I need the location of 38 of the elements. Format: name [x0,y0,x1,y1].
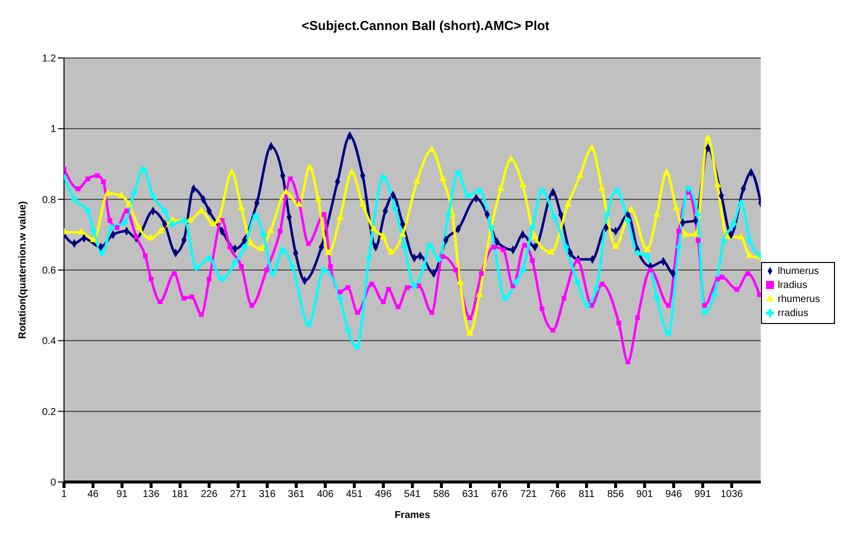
x-tick-label: 946 [665,489,682,500]
x-tick-label: 901 [636,489,654,500]
x-tick-label: 991 [694,489,712,500]
y-tick-label: 0 [50,478,56,489]
x-tick-label: 856 [607,489,624,500]
legend-label: lhumerus [778,266,819,277]
y-tick-label: 1 [50,124,56,136]
x-tick-label: 1 [61,489,68,500]
y-axis-title: Rotation(quaternion.w value) [18,201,29,339]
x-tick-label: 361 [288,489,306,500]
x-tick-label: 496 [375,489,392,500]
chart-title: <Subject.Cannon Ball (short).AMC> Plot [300,17,550,35]
y-tick-label: 0.8 [42,194,56,206]
legend-label: lradius [778,280,808,291]
x-tick-label: 766 [549,489,566,500]
x-tick-label: 181 [172,489,189,500]
x-tick-label: 1036 [720,489,744,500]
x-tick-label: 136 [142,489,160,500]
x-tick-label: 541 [404,489,422,500]
x-tick-label: 721 [520,489,538,500]
legend-label: rhumerus [778,294,820,305]
x-tick-label: 811 [578,489,595,500]
x-tick-label: 271 [230,489,247,500]
x-tick-label: 586 [433,489,450,500]
x-tick-label: 451 [346,489,364,500]
legend-label: rradius [778,308,808,319]
x-tick-label: 226 [200,489,218,500]
x-tick-label: 631 [462,489,480,500]
x-tick-label: 406 [316,489,334,500]
x-tick-label: 316 [258,489,276,500]
x-tick-label: 91 [116,489,128,500]
y-tick-label: 0.2 [42,406,56,418]
y-tick-label: 1.2 [42,54,56,65]
y-tick-label: 0.6 [42,266,56,277]
x-tick-label: 676 [491,489,508,500]
y-tick-label: 0.4 [42,336,56,348]
x-axis-title: Frames [394,510,431,521]
x-tick-label: 46 [87,489,100,500]
